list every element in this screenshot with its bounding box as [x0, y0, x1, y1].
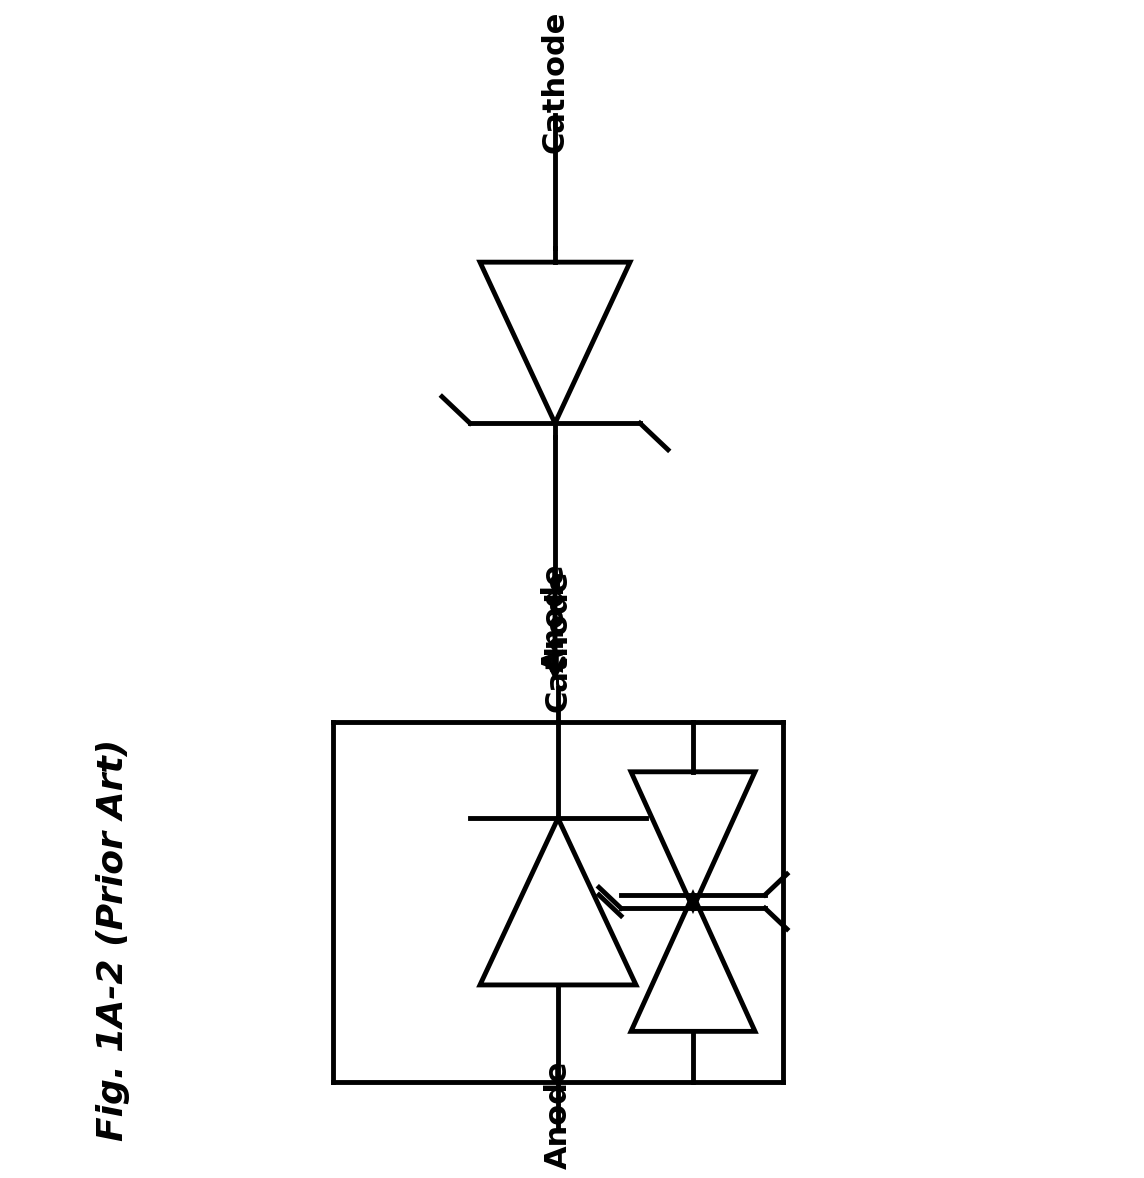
Text: Cathode: Cathode	[540, 11, 570, 153]
Text: Cathode: Cathode	[543, 570, 572, 713]
Text: Fig. 1A-2 (Prior Art): Fig. 1A-2 (Prior Art)	[96, 739, 130, 1140]
Text: Anode: Anode	[543, 1060, 572, 1169]
Text: Anode: Anode	[540, 563, 570, 671]
